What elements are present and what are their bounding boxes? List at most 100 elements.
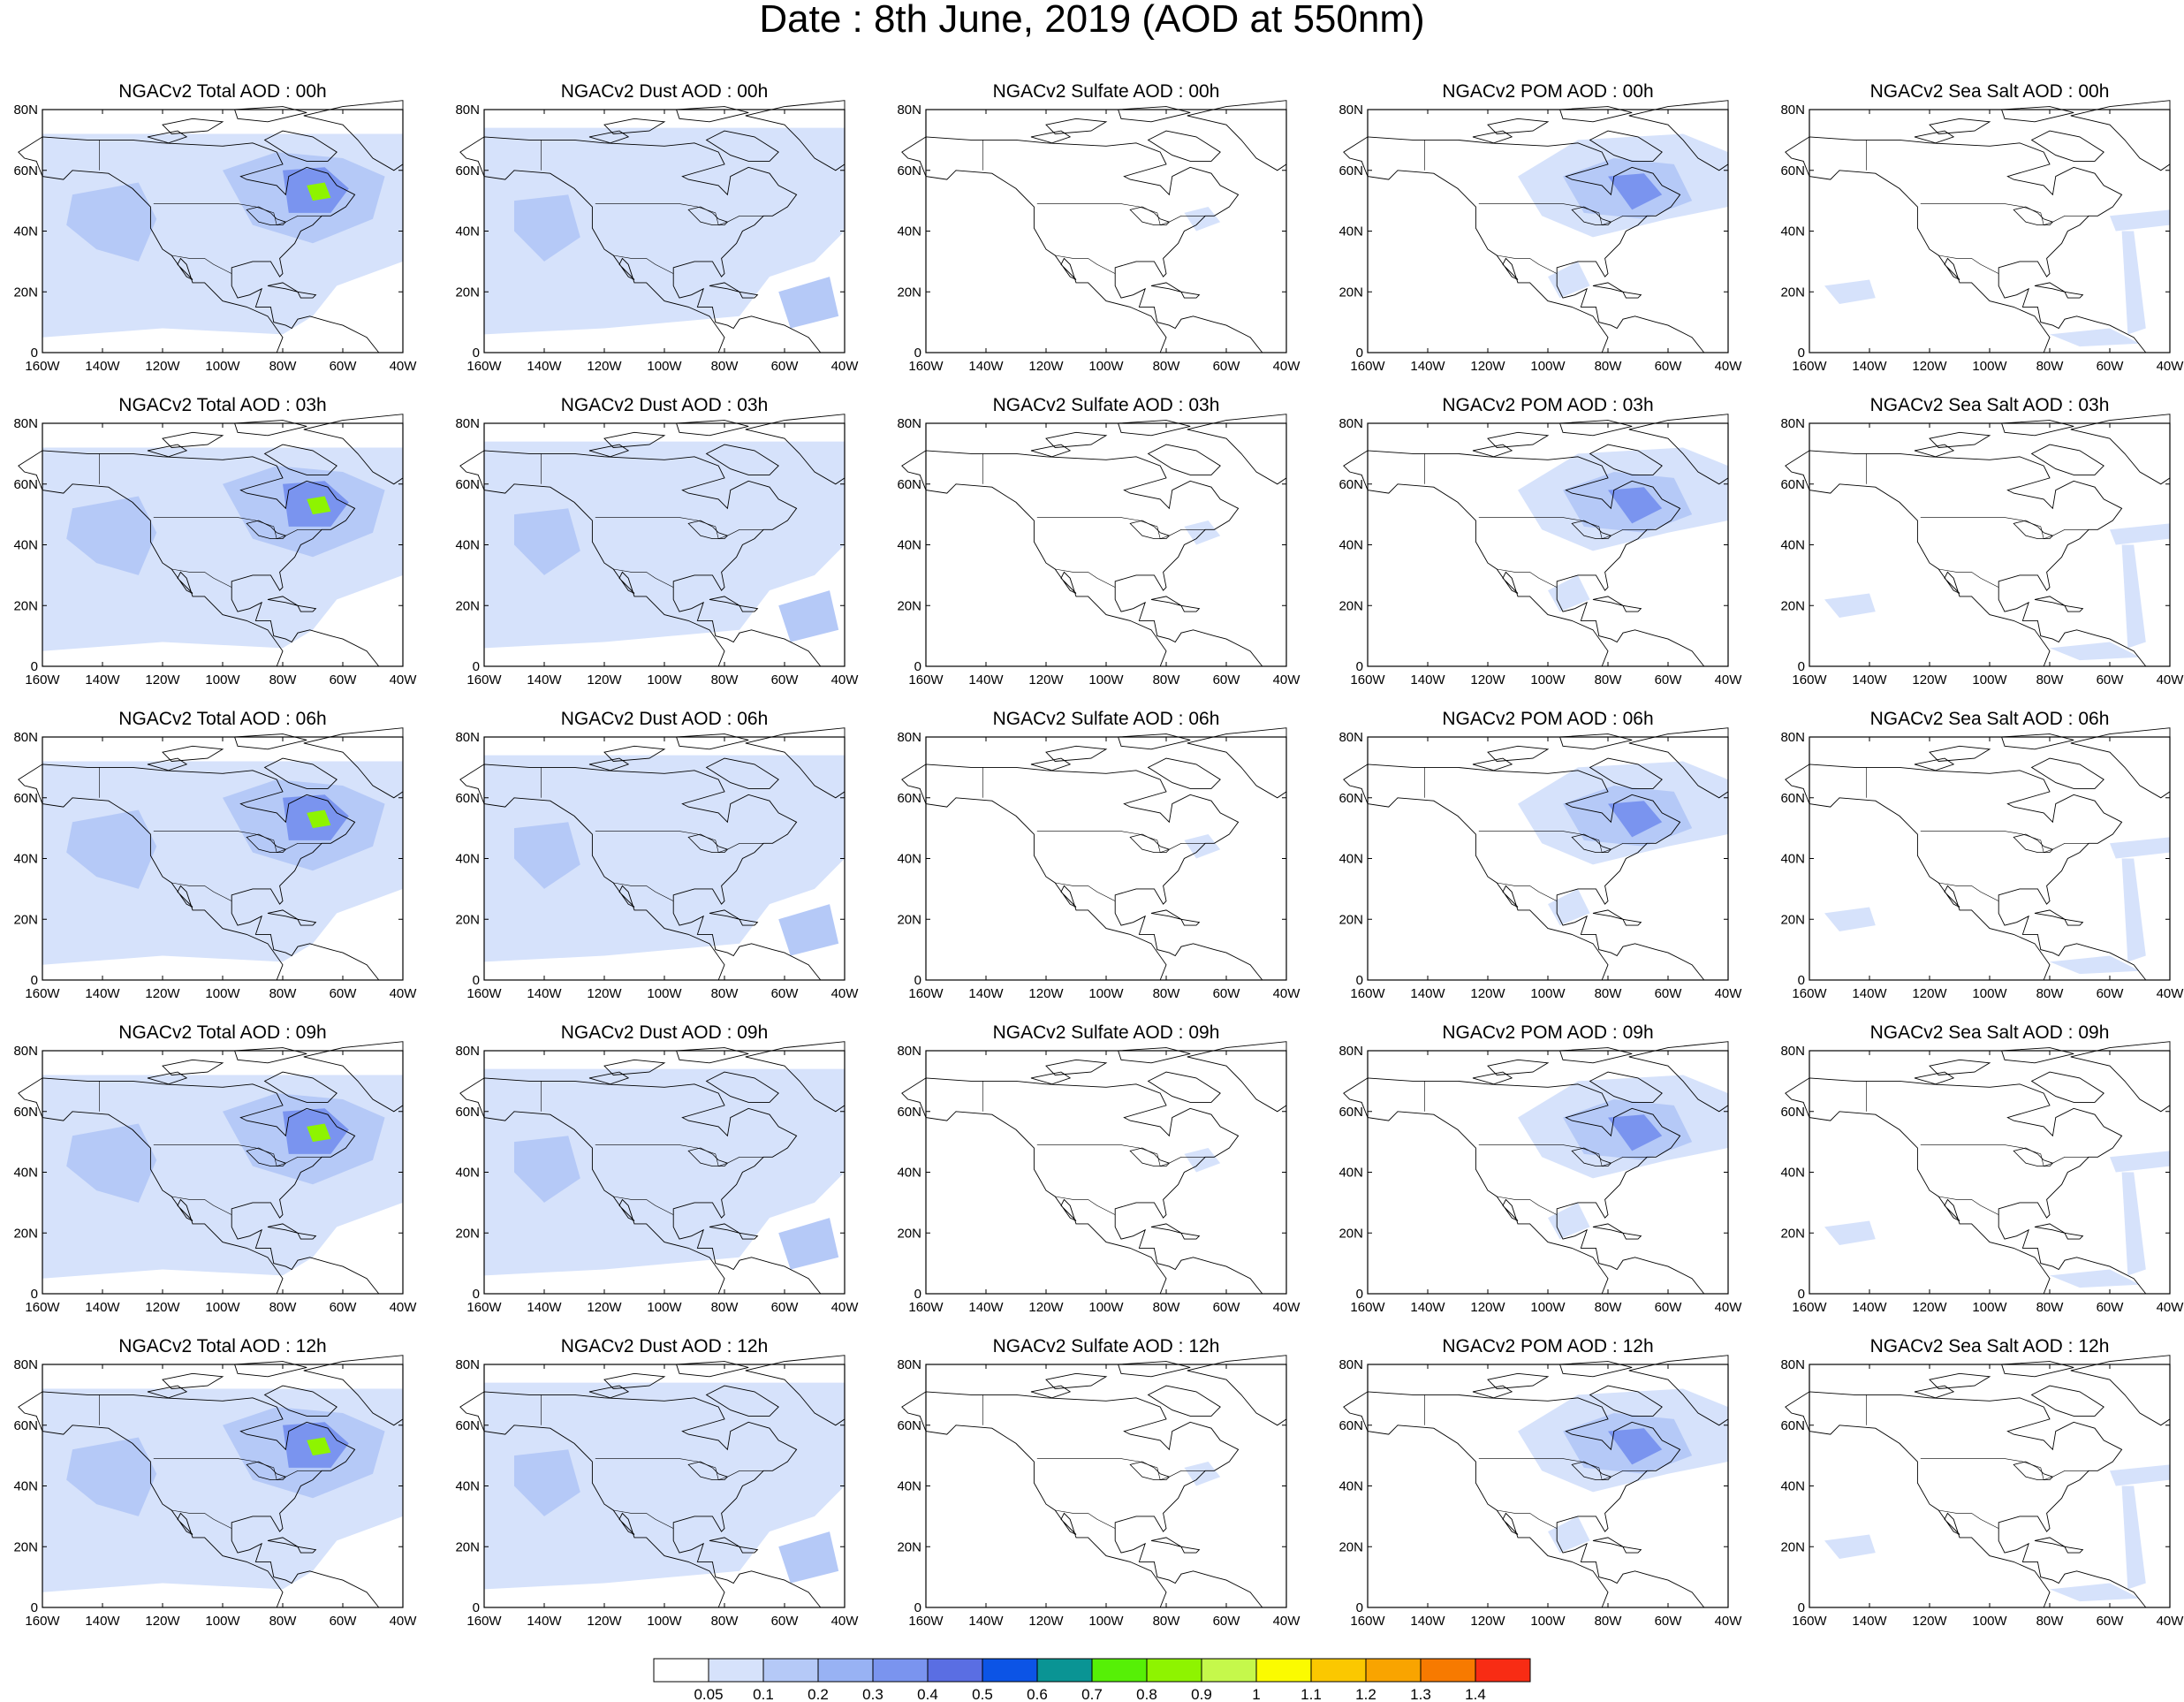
- map-panel-total-09h: NGACv2 Total AOD : 09h 0 20N 40N 60N 80N 160W 1…: [13, 1022, 417, 1315]
- coastline: [1343, 136, 1705, 353]
- coastline: [1914, 130, 1955, 144]
- lat-label: 60N: [13, 477, 38, 492]
- coastline: [1628, 1355, 1729, 1426]
- lat-label: 20N: [1338, 285, 1363, 300]
- coastline: [705, 444, 779, 475]
- lon-label: 140W: [85, 1300, 120, 1315]
- lon-label: 60W: [1213, 359, 1241, 374]
- lat-label: 20N: [13, 912, 38, 927]
- coastline: [1472, 1071, 1513, 1085]
- coastline: [1622, 1546, 1642, 1554]
- lat-label: 0: [1356, 659, 1363, 674]
- map-panel-dust-09h: NGACv2 Dust AOD : 09h 0 20N 40N 60N 80N 160W 14…: [455, 1022, 859, 1315]
- coastline: [1030, 1385, 1072, 1399]
- political-border: [1938, 1196, 1999, 1215]
- map-panel-sulfate-12h: NGACv2 Sulfate AOD : 12h 0 20N 40N 60N 80N 160…: [897, 1336, 1301, 1629]
- lat-label: 60N: [1338, 477, 1363, 492]
- lon-label: 60W: [1213, 672, 1241, 688]
- coastline: [2030, 757, 2104, 789]
- coastline: [459, 136, 822, 353]
- aod-field-total-1: [66, 1123, 157, 1203]
- coastline: [1147, 1071, 1221, 1103]
- lon-label: 160W: [1350, 986, 1385, 1001]
- coastline: [18, 1391, 380, 1608]
- political-border: [613, 1509, 674, 1529]
- lon-label: 60W: [1213, 1300, 1241, 1315]
- map-background: [1809, 1364, 2170, 1607]
- coastline: [588, 1385, 630, 1399]
- lat-label: 20N: [13, 598, 38, 613]
- lon-label: 80W: [711, 1300, 739, 1315]
- lat-label: 20N: [455, 912, 480, 927]
- map-panel-pom-09h: NGACv2 POM AOD : 09h 0 20N 40N 60N 80N 160W 140…: [1338, 1022, 1742, 1315]
- political-border: [171, 882, 232, 901]
- political-border: [171, 568, 232, 588]
- lat-label: 20N: [1338, 598, 1363, 613]
- coastline: [901, 136, 1263, 353]
- coastline: [297, 604, 317, 612]
- lon-label: 160W: [1792, 1300, 1827, 1315]
- coastline: [1030, 444, 1072, 458]
- coastline: [745, 100, 846, 171]
- lat-label: 20N: [1338, 912, 1363, 927]
- coastline: [1117, 1047, 1191, 1064]
- coastline: [297, 918, 317, 926]
- lon-label: 140W: [1410, 1614, 1445, 1629]
- coastline: [1147, 130, 1221, 162]
- political-border: [1938, 1509, 1999, 1529]
- lon-label: 140W: [527, 1300, 562, 1315]
- coastline: [1187, 1355, 1287, 1426]
- coastline: [901, 764, 1263, 981]
- coastline: [1180, 291, 1201, 299]
- lon-label: 80W: [1153, 986, 1181, 1001]
- political-border: [1938, 568, 1999, 588]
- lon-label: 40W: [1715, 1614, 1743, 1629]
- aod-field-total-1: [66, 809, 157, 889]
- coastline: [588, 1071, 630, 1085]
- lon-label: 100W: [1972, 359, 2007, 374]
- lat-label: 40N: [13, 1166, 38, 1181]
- lat-label: 40N: [1780, 1479, 1805, 1494]
- lon-label: 100W: [1088, 1300, 1124, 1315]
- political-border: [1497, 1196, 1558, 1215]
- coastline: [303, 727, 404, 799]
- lon-label: 80W: [1153, 1614, 1181, 1629]
- lon-label: 120W: [587, 359, 622, 374]
- aod-field-seasalt-3: [2050, 1583, 2140, 1602]
- coastline: [2070, 100, 2171, 171]
- lat-label: 40N: [897, 1479, 921, 1494]
- lat-label: 20N: [1780, 912, 1805, 927]
- political-border: [171, 1196, 232, 1215]
- coastline: [1147, 757, 1221, 789]
- political-border: [1478, 1144, 1648, 1166]
- political-border: [1036, 517, 1206, 539]
- aod-field-dust-2: [778, 904, 839, 956]
- lon-label: 40W: [1273, 1614, 1301, 1629]
- coastline: [1785, 1077, 2147, 1295]
- coastline: [739, 604, 759, 612]
- lat-label: 40N: [455, 224, 480, 239]
- map-panel-pom-12h: NGACv2 POM AOD : 12h 0 20N 40N 60N 80N 160W 140…: [1338, 1336, 1743, 1629]
- map-panel-seasalt-00h: NGACv2 Sea Salt AOD : 00h 0 20N 40N 60N 80N 16…: [1780, 81, 2184, 374]
- figure-title: Date : 8th June, 2019 (AOD at 550nm): [759, 0, 1425, 41]
- lon-label: 40W: [390, 986, 418, 1001]
- aod-field-total-1: [66, 496, 157, 575]
- lat-label: 20N: [455, 1226, 480, 1241]
- lat-label: 80N: [897, 103, 921, 118]
- lat-label: 20N: [897, 285, 921, 300]
- lon-label: 140W: [1852, 1614, 1887, 1629]
- coastline: [147, 1071, 188, 1085]
- aod-field-total-1: [66, 182, 157, 262]
- political-border: [1055, 1196, 1116, 1215]
- coastline: [2000, 733, 2074, 750]
- lon-label: 160W: [25, 1300, 60, 1315]
- coastline: [1914, 1071, 1955, 1085]
- panel-title: NGACv2 Dust AOD : 00h: [561, 81, 769, 102]
- lat-label: 80N: [1338, 1044, 1363, 1059]
- lon-label: 120W: [145, 672, 180, 688]
- coastline: [263, 757, 337, 789]
- aod-field-total-4: [307, 1123, 331, 1143]
- aod-field-dust-0: [484, 1068, 845, 1276]
- coastline: [705, 1071, 779, 1103]
- lon-label: 40W: [2157, 986, 2184, 1001]
